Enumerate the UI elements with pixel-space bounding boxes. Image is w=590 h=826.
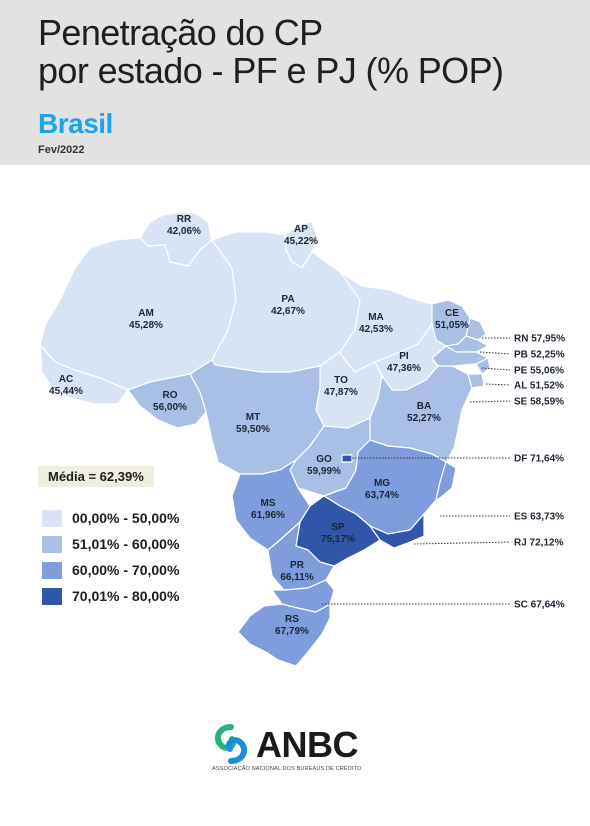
state-label-ms-value: 61,96% (251, 510, 285, 521)
logo-tagline: ASSOCIAÇÃO NACIONAL DOS BUREAUS DE CRÉDI… (212, 766, 362, 772)
callout-label-rn: RN 57,95% (514, 334, 565, 345)
callout-label-pb: PB 52,25% (514, 350, 565, 361)
legend-swatch-3 (42, 561, 62, 579)
legend-label: 00,00% - 50,00% (72, 510, 180, 526)
leader-line-rj (413, 541, 511, 545)
state-label-go-code: GO (316, 454, 332, 465)
anbc-logo: ANBC ASSOCIAÇÃO NACIONAL DOS BUREAUS DE … (212, 722, 392, 782)
state-label-ro-value: 56,00% (153, 402, 187, 413)
legend-item: 60,00% - 70,00% (42, 557, 179, 583)
callout-label-df: DF 71,64% (514, 454, 564, 465)
state-sc (271, 579, 335, 613)
state-ac (39, 344, 129, 405)
state-label-ma-code: MA (368, 312, 384, 323)
leader-line-se (469, 400, 511, 403)
state-label-ac-code: AC (59, 374, 73, 385)
legend: 00,00% - 50,00% 51,01% - 60,00% 60,00% -… (42, 505, 179, 609)
state-label-rs-code: RS (285, 614, 299, 625)
callout-label-es: ES 63,73% (514, 512, 564, 523)
state-label-pa-value: 42,67% (271, 306, 305, 317)
state-label-to-value: 47,87% (324, 387, 358, 398)
state-se (467, 373, 485, 389)
callout-label-pe: PE 55,06% (514, 366, 564, 377)
state-label-pa-code: PA (281, 294, 294, 305)
state-label-go-value: 59,99% (307, 466, 341, 477)
callout-label-sc: SC 67,64% (514, 600, 565, 611)
state-label-pr-code: PR (290, 560, 305, 571)
leader-line-al (485, 383, 511, 386)
state-label-mg-value: 63,74% (365, 490, 399, 501)
legend-item: 70,01% - 80,00% (42, 583, 179, 609)
date-label: Fev/2022 (38, 144, 85, 156)
legend-label: 51,01% - 60,00% (72, 536, 180, 552)
state-label-ap-value: 45,22% (284, 236, 318, 247)
state-es (435, 461, 457, 501)
state-label-am-value: 45,28% (129, 320, 163, 331)
legend-label: 70,01% - 80,00% (72, 588, 180, 604)
state-label-am-code: AM (138, 308, 154, 319)
page-title: Penetração do CP por estado - PF e PJ (%… (38, 12, 504, 91)
callout-label-rj: RJ 72,12% (514, 538, 564, 549)
state-label-pi-code: PI (399, 351, 409, 362)
region-subtitle: Brasil (38, 108, 113, 139)
state-label-ba-value: 52,27% (407, 413, 441, 424)
state-label-ce-code: CE (445, 308, 459, 319)
state-label-ma-value: 42,53% (359, 324, 393, 335)
state-rj (369, 513, 425, 549)
anbc-logo-icon (214, 724, 248, 764)
state-label-rs-value: 67,79% (275, 626, 309, 637)
state-label-ro-code: RO (163, 390, 178, 401)
legend-label: 60,00% - 70,00% (72, 562, 180, 578)
state-label-rr-code: RR (177, 214, 192, 225)
legend-swatch-1 (42, 509, 62, 527)
state-label-sp-value: 75,17% (321, 534, 355, 545)
state-label-sp-code: SP (331, 522, 345, 533)
state-label-ce-value: 51,05% (435, 320, 469, 331)
legend-item: 00,00% - 50,00% (42, 505, 179, 531)
state-label-mt-code: MT (246, 412, 260, 423)
state-label-mg-code: MG (374, 478, 390, 489)
state-label-ba-code: BA (417, 401, 431, 412)
legend-swatch-2 (42, 535, 62, 553)
leader-line-pb (479, 351, 511, 355)
legend-swatch-4 (42, 587, 62, 605)
state-label-pr-value: 66,11% (280, 572, 313, 583)
legend-item: 51,01% - 60,00% (42, 531, 179, 557)
state-label-ac-value: 45,44% (49, 386, 83, 397)
state-label-mt-value: 59,50% (236, 424, 270, 435)
state-al (475, 357, 491, 375)
state-label-ms-code: MS (261, 498, 276, 509)
state-df (341, 454, 353, 463)
state-label-pi-value: 47,36% (387, 363, 421, 374)
callout-label-al: AL 51,52% (514, 381, 564, 392)
state-pr (267, 521, 335, 591)
logo-wordmark: ANBC (256, 724, 359, 765)
header-band: Penetração do CP por estado - PF e PJ (%… (0, 0, 590, 165)
state-label-ap-code: AP (294, 224, 308, 235)
state-label-rr-value: 42,06% (167, 226, 201, 237)
average-badge: Média = 62,39% (38, 466, 154, 487)
callout-label-se: SE 58,59% (514, 397, 564, 408)
state-label-to-code: TO (334, 375, 348, 386)
